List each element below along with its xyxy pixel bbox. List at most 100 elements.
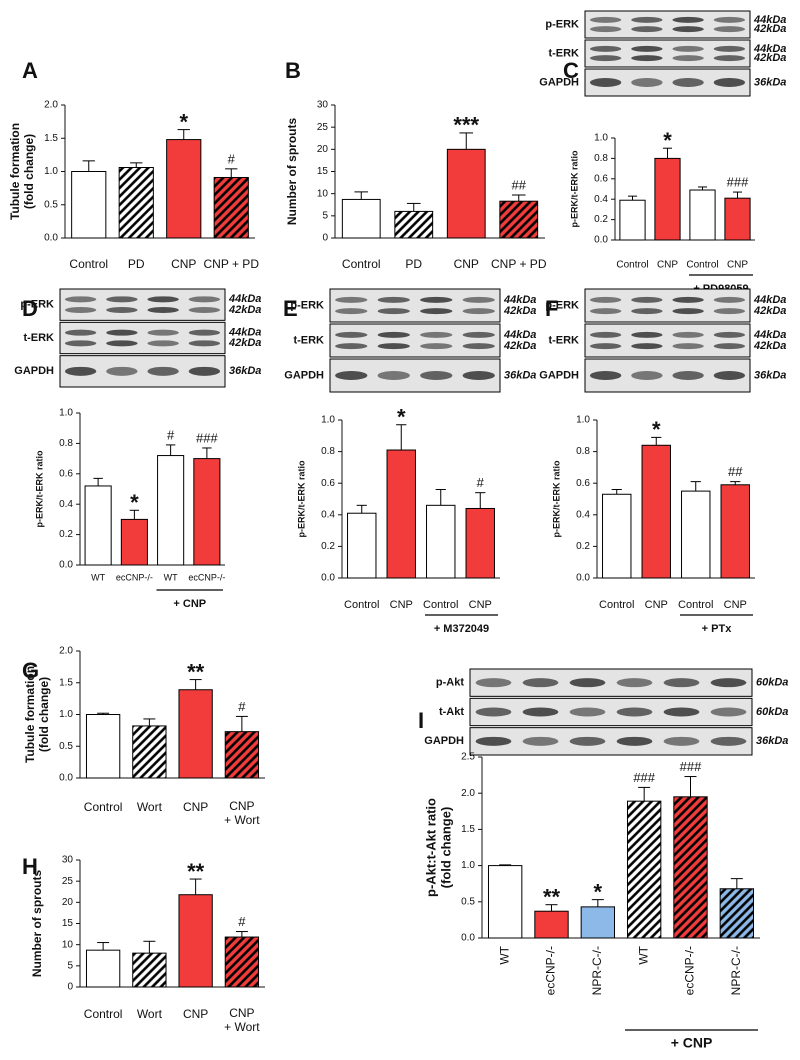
y-tick-label: 1.5 — [44, 133, 58, 144]
x-tick-label: Control — [84, 1007, 123, 1021]
x-tick-label: Control — [342, 257, 381, 271]
significance-mark: * — [130, 490, 139, 515]
x-tick-label: ecCNP-/- — [544, 946, 558, 995]
group-label: + CNP — [671, 1035, 713, 1051]
blot-band — [188, 296, 221, 303]
blot-band — [335, 343, 368, 350]
blot-band — [106, 329, 138, 336]
blot-band — [475, 707, 512, 717]
y-tick-label: 1.0 — [576, 415, 590, 426]
blot-band — [672, 331, 704, 338]
bar — [487, 865, 523, 939]
blot-size-label: 42kDa — [503, 340, 536, 352]
bar — [394, 210, 434, 239]
blot-band — [589, 371, 622, 380]
blot-size-label: 44kDa — [503, 294, 536, 306]
bar — [132, 952, 167, 988]
significance-mark: # — [238, 914, 246, 929]
blot-band — [522, 736, 559, 746]
blot-band — [188, 307, 221, 313]
bar — [157, 455, 185, 566]
bar — [386, 449, 416, 579]
bar — [446, 148, 486, 239]
y-tick-label: 1.0 — [59, 408, 73, 419]
blot-band — [462, 296, 495, 303]
blot-row — [59, 321, 226, 355]
blot-size-label: 44kDa — [753, 43, 786, 55]
x-tick-label: Wort — [137, 1007, 163, 1021]
blot-row-label: GAPDH — [539, 369, 579, 381]
y-tick-label: 0.0 — [576, 573, 590, 584]
x-tick-label: WT — [164, 572, 178, 582]
y-tick-label: 1.0 — [59, 709, 73, 720]
bar — [654, 157, 681, 241]
y-axis-label: p-ERK/t-ERK ratio — [34, 450, 44, 527]
bar — [213, 176, 249, 239]
blot-band — [64, 307, 97, 313]
panel-letter: H — [22, 854, 38, 879]
x-tick-label: CNP — [390, 599, 413, 611]
blot-band — [147, 366, 179, 376]
blot-band — [672, 16, 704, 23]
blot-row — [469, 727, 753, 756]
blot-band — [713, 16, 746, 23]
x-tick-label: ecCNP-/- — [116, 572, 153, 582]
y-tick-label: 0.6 — [59, 468, 73, 479]
blot-row-label: GAPDH — [424, 735, 464, 747]
bar — [619, 199, 646, 241]
blot-row-label: p-ERK — [290, 299, 324, 311]
x-tick-label: Control — [84, 800, 123, 814]
blot-band — [710, 707, 747, 717]
y-axis-label-line: Tubule formation — [8, 123, 22, 220]
blot-band — [188, 366, 221, 376]
group-label: + CNP — [173, 598, 206, 610]
blot-size-label: 36kDa — [754, 369, 786, 381]
bar — [120, 518, 148, 566]
x-tick-label: PD — [405, 257, 422, 271]
x-tick-label: Control — [599, 599, 634, 611]
blot-band — [631, 45, 663, 52]
blot-row — [584, 39, 751, 68]
bar — [132, 725, 167, 779]
blot-row — [329, 323, 501, 358]
bar — [602, 493, 632, 579]
blot-band — [589, 308, 622, 315]
blot-band — [713, 78, 746, 87]
significance-mark: # — [167, 427, 175, 442]
y-tick-label: 0.5 — [461, 896, 475, 907]
bar — [465, 507, 495, 579]
blot-band — [713, 26, 746, 33]
significance-mark: ** — [187, 659, 205, 684]
bar — [224, 936, 260, 988]
blot-band — [713, 308, 746, 315]
blot-row-label: t-ERK — [548, 334, 579, 346]
blot-row — [469, 697, 753, 727]
y-tick-label: 5 — [322, 210, 328, 221]
blot-row-label: GAPDH — [284, 369, 324, 381]
y-axis-label-line: (fold change) — [22, 134, 36, 209]
significance-mark: ### — [727, 174, 749, 189]
bar — [178, 689, 213, 779]
blot-band — [631, 26, 663, 33]
bar — [673, 796, 708, 939]
y-tick-label: 0.0 — [594, 235, 608, 246]
significance-mark: * — [397, 405, 406, 430]
significance-mark: ## — [728, 464, 743, 479]
y-tick-label: 0.8 — [576, 446, 590, 457]
x-tick-label: Control — [69, 257, 108, 271]
blot-band — [589, 45, 622, 52]
x-tick-label: Control — [678, 599, 713, 611]
y-tick-label: 0.0 — [461, 933, 475, 944]
bar — [681, 490, 711, 579]
blot-size-label: 44kDa — [753, 329, 786, 341]
blot-band — [616, 736, 653, 746]
y-axis-label: Number of sprouts — [30, 870, 44, 978]
x-tick-label: NPR-C-/- — [590, 946, 604, 995]
y-tick-label: 30 — [317, 100, 329, 111]
x-tick-label: CNP — [183, 800, 208, 814]
blot-size-label: 60kDa — [756, 677, 788, 689]
x-tick-label: Control — [616, 260, 648, 271]
blot-band — [377, 331, 410, 338]
y-axis-label: p-ERK/t-ERK ratio — [569, 150, 579, 227]
y-tick-label: 0.4 — [594, 194, 608, 205]
